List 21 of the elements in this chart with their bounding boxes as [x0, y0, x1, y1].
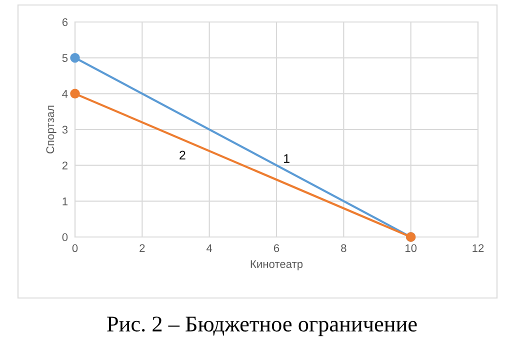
x-tick-label: 10 — [406, 244, 417, 252]
y-tick-label: 0 — [62, 233, 68, 242]
x-tick-label: 8 — [341, 244, 346, 252]
point — [70, 52, 80, 63]
x-axis-title: Кинотеатр — [250, 260, 303, 270]
y-tick-label: 1 — [62, 198, 68, 206]
x-tick-label: 4 — [206, 244, 212, 252]
text: Рис. 2 – Бюджетное ограничение — [107, 316, 417, 336]
y-axis-title: Спортзал — [46, 106, 56, 154]
series-label: 2 — [180, 150, 186, 160]
y-tick-label: 5 — [62, 54, 68, 62]
x-tick-label: 2 — [140, 244, 145, 252]
series-label: 1 — [284, 154, 290, 163]
y-tick-label: 4 — [62, 90, 68, 98]
x-tick-label: 6 — [274, 244, 280, 252]
x-tick-label: 0 — [72, 244, 78, 252]
point — [70, 88, 80, 99]
y-tick-label: 6 — [62, 18, 68, 26]
y-tick-label: 3 — [62, 126, 68, 134]
y-tick-label: 2 — [62, 162, 68, 170]
x-tick-label: 12 — [472, 244, 484, 252]
